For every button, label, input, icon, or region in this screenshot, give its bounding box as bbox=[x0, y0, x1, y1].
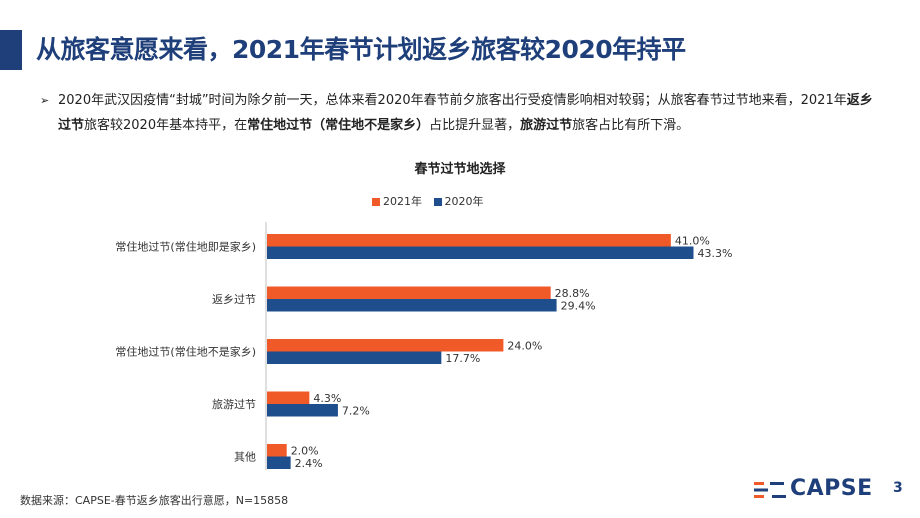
legend-item-2021: 2021年 bbox=[372, 193, 422, 209]
data-label: 29.4% bbox=[561, 300, 596, 313]
page-title: 从旅客意愿来看，2021年春节计划返乡旅客较2020年持平 bbox=[36, 35, 686, 64]
legend-swatch-2021 bbox=[372, 198, 380, 206]
arrow-bullet-icon: ➢ bbox=[40, 94, 50, 107]
data-label: 4.3% bbox=[313, 392, 341, 405]
bullet-emphasis: 旅游过节 bbox=[520, 118, 573, 133]
bar-2021年-3 bbox=[267, 391, 310, 404]
bar-2020年-0 bbox=[267, 246, 694, 259]
bar-2020年-1 bbox=[267, 299, 557, 312]
bullet-segment: 旅客较2020年基本持平，在 bbox=[84, 118, 248, 133]
title-accent-bar bbox=[0, 30, 22, 70]
category-label: 旅游过节 bbox=[212, 397, 256, 411]
bullet-text: 2020年武汉因疫情“封城”时间为除夕前一天，总体来看2020年春节前夕旅客出行… bbox=[58, 88, 876, 138]
bar-2020年-2 bbox=[267, 351, 442, 364]
category-label: 常住地过节(常住地不是家乡) bbox=[115, 345, 256, 359]
data-label: 2.0% bbox=[291, 445, 319, 458]
capse-logo-icon bbox=[754, 482, 786, 498]
page-number: 3 bbox=[893, 480, 903, 496]
bullet-emphasis: 常住地过节（常住地不是家乡） bbox=[247, 118, 430, 133]
data-label: 41.0% bbox=[675, 235, 710, 248]
category-label: 返乡过节 bbox=[212, 293, 256, 306]
bullet-emphasis: 返乡过节 bbox=[58, 93, 873, 133]
bullet-segment: 2020年武汉因疫情“封城”时间为除夕前一天，总体来看2020年春节前夕旅客出行… bbox=[58, 93, 847, 108]
bar-2020年-3 bbox=[267, 404, 338, 417]
bar-2021年-0 bbox=[267, 234, 671, 247]
category-label: 其他 bbox=[234, 451, 256, 464]
data-label: 28.8% bbox=[555, 287, 590, 300]
chart-title: 春节过节地选择 bbox=[414, 162, 506, 177]
bar-2020年-4 bbox=[267, 456, 291, 469]
data-label: 2.4% bbox=[295, 457, 323, 470]
capse-logo-text: CAPSE bbox=[790, 476, 873, 501]
category-label: 常住地过节(常住地即是家乡) bbox=[115, 240, 256, 254]
legend-label-2020: 2020年 bbox=[444, 195, 484, 208]
legend-swatch-2020 bbox=[433, 198, 442, 206]
bar-2021年-4 bbox=[267, 444, 287, 457]
data-source-note: 数据来源：CAPSE-春节返乡旅客出行意愿，N=15858 bbox=[20, 494, 289, 507]
legend-item-2020: 2020年 bbox=[433, 193, 484, 209]
data-label: 7.2% bbox=[342, 405, 370, 418]
bar-2021年-1 bbox=[267, 286, 551, 299]
bar-2021年-2 bbox=[267, 339, 504, 352]
data-label: 43.3% bbox=[698, 247, 733, 260]
bullet-segment: 旅客占比有所下滑。 bbox=[572, 118, 690, 133]
legend-label-2021: 2021年 bbox=[383, 195, 422, 208]
data-label: 17.7% bbox=[445, 352, 480, 365]
bullet-paragraph: ➢ 2020年武汉因疫情“封城”时间为除夕前一天，总体来看2020年春节前夕旅客… bbox=[40, 88, 876, 138]
chart-legend: 2021年 2020年 bbox=[372, 193, 492, 209]
bullet-segment: 占比提升显著， bbox=[429, 118, 521, 133]
data-label: 24.0% bbox=[507, 340, 542, 353]
